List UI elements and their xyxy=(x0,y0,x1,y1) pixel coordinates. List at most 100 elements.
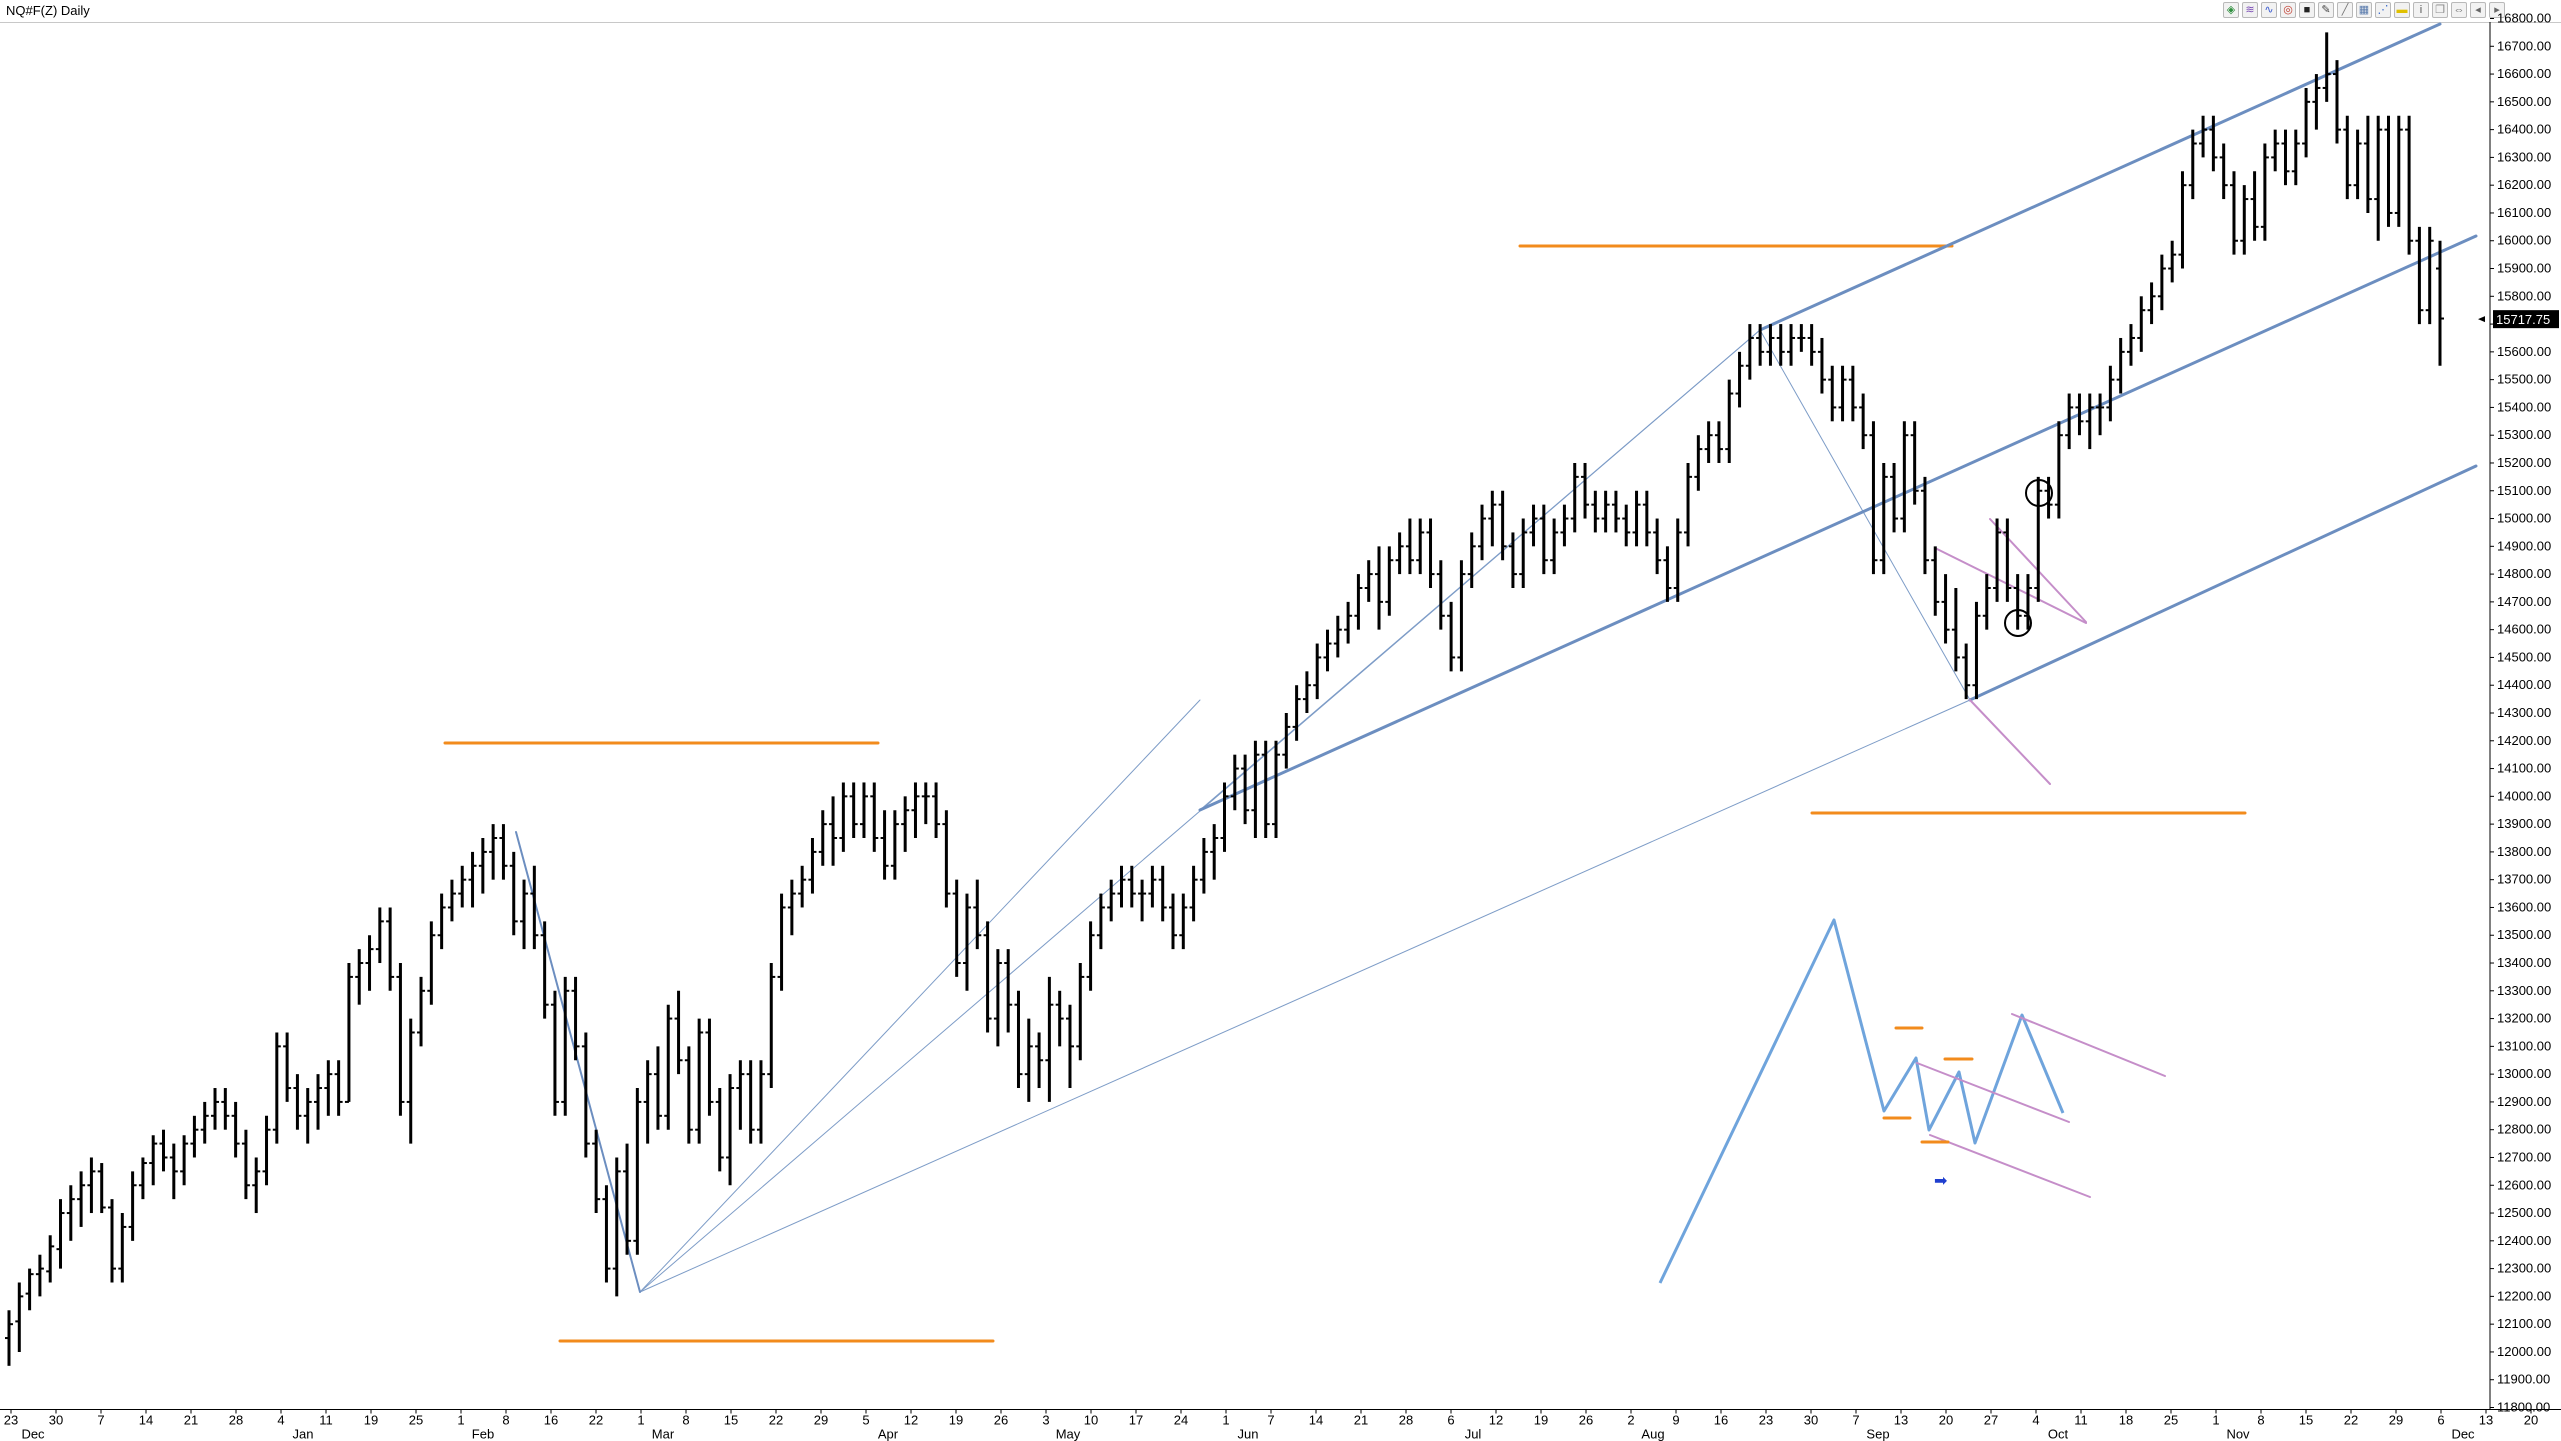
date-tick-label: 21 xyxy=(184,1413,198,1428)
month-label: Apr xyxy=(878,1427,899,1441)
date-tick-label: 11 xyxy=(2074,1413,2088,1428)
copy-icon[interactable]: ❐ xyxy=(2432,2,2448,18)
highlight-icon[interactable]: ▬ xyxy=(2394,2,2410,18)
target-icon[interactable]: ◎ xyxy=(2280,2,2296,18)
sketch-pink-line xyxy=(1929,1134,2091,1198)
date-tick-label: 19 xyxy=(949,1413,963,1428)
channel-lower-line xyxy=(1968,464,2478,702)
month-label: Aug xyxy=(1641,1427,1664,1441)
price-tick-label: 12100.00 xyxy=(2497,1316,2551,1331)
stack-icon[interactable]: ≋ xyxy=(2242,2,2258,18)
date-tick-label: 1 xyxy=(2212,1413,2219,1428)
month-label: Jun xyxy=(1238,1427,1259,1441)
line-icon[interactable]: ╱ xyxy=(2337,2,2353,18)
date-tick-label: 23 xyxy=(1759,1413,1773,1428)
price-tick-label: 15200.00 xyxy=(2497,455,2551,470)
grid-icon[interactable]: ▦ xyxy=(2356,2,2372,18)
right-icon[interactable]: ▸ xyxy=(2489,2,2505,18)
date-tick-label: 16 xyxy=(1714,1413,1728,1428)
date-tick-label: 16 xyxy=(544,1413,558,1428)
date-tick-label: 14 xyxy=(139,1413,153,1428)
date-axis[interactable]: 23 30 7 14 21 28 4 11 19 25 1 8 16 22 1 8 15 22 29 5 12 19 26 3… xyxy=(4,1409,2538,1441)
date-tick-label: 11 xyxy=(319,1413,333,1428)
date-tick-label: 14 xyxy=(1309,1413,1323,1428)
chart-toolbar: ◈ ≋ ∿ ◎ ■ ✎ ╱ ▦ ⋰ ▬ i ❐ ⇔ ◂ ▸ xyxy=(2223,2,2505,18)
date-tick-label: 19 xyxy=(364,1413,378,1428)
zigzag-icon[interactable]: ∿ xyxy=(2261,2,2277,18)
pink-flag-line xyxy=(1969,699,2051,785)
price-tick-label: 15300.00 xyxy=(2497,427,2551,442)
chart-title-bar: NQ#F(Z) Daily ◈ ≋ ∿ ◎ ■ ✎ ╱ ▦ ⋰ ▬ i ❐ ⇔ ◂ ▸ xyxy=(0,0,2561,23)
price-tick-label: 14500.00 xyxy=(2497,649,2551,664)
price-tick-label: 12800.00 xyxy=(2497,1122,2551,1137)
date-tick-label: 26 xyxy=(1579,1413,1593,1428)
price-tick-label: 14600.00 xyxy=(2497,622,2551,637)
price-tick-label: 14800.00 xyxy=(2497,566,2551,581)
left-icon[interactable]: ◂ xyxy=(2470,2,2486,18)
price-tick-label: 12300.00 xyxy=(2497,1261,2551,1276)
pencil-icon[interactable]: ✎ xyxy=(2318,2,2334,18)
date-tick-label: 19 xyxy=(1534,1413,1548,1428)
blackbox-icon[interactable]: ■ xyxy=(2299,2,2315,18)
last-price-box xyxy=(2493,310,2559,329)
date-tick-label: 22 xyxy=(769,1413,783,1428)
date-tick-label: 17 xyxy=(1129,1413,1143,1428)
info-icon[interactable]: i xyxy=(2413,2,2429,18)
date-tick-label: 10 xyxy=(1084,1413,1098,1428)
price-tick-label: 16300.00 xyxy=(2497,149,2551,164)
date-tick-label: 8 xyxy=(502,1413,509,1428)
date-tick-label: 8 xyxy=(2257,1413,2264,1428)
month-label: Jan xyxy=(293,1427,314,1441)
date-tick-label: 20 xyxy=(2524,1413,2538,1428)
month-label: Sep xyxy=(1866,1427,1889,1441)
price-tick-label: 13200.00 xyxy=(2497,1011,2551,1026)
date-tick-label: 13 xyxy=(2479,1413,2493,1428)
price-tick-label: 14200.00 xyxy=(2497,733,2551,748)
month-label: Oct xyxy=(2048,1427,2069,1441)
price-tick-label: 15400.00 xyxy=(2497,399,2551,414)
price-tick-label: 14900.00 xyxy=(2497,538,2551,553)
price-tick-label: 12400.00 xyxy=(2497,1233,2551,1248)
split-icon[interactable]: ⇔ xyxy=(2451,2,2467,18)
fan-icon[interactable]: ⋰ xyxy=(2375,2,2391,18)
price-tick-label: 11800.00 xyxy=(2497,1400,2550,1415)
date-tick-label: 6 xyxy=(2437,1413,2444,1428)
date-tick-label: 22 xyxy=(2344,1413,2358,1428)
price-tick-label: 12000.00 xyxy=(2497,1344,2551,1359)
price-tick-label: 13400.00 xyxy=(2497,955,2551,970)
date-tick-label: 1 xyxy=(457,1413,464,1428)
price-tick-label: 16600.00 xyxy=(2497,66,2551,81)
date-tick-label: 23 xyxy=(4,1413,18,1428)
date-tick-label: 29 xyxy=(2389,1413,2403,1428)
price-tick-label: 15800.00 xyxy=(2497,288,2551,303)
date-tick-label: 30 xyxy=(49,1413,63,1428)
price-tick-label: 15900.00 xyxy=(2497,261,2551,276)
cube-icon[interactable]: ◈ xyxy=(2223,2,2239,18)
sketch-pink-line xyxy=(1916,1062,2070,1123)
date-tick-label: 5 xyxy=(862,1413,869,1428)
date-tick-label: 9 xyxy=(1672,1413,1679,1428)
date-tick-label: 25 xyxy=(2164,1413,2178,1428)
price-tick-label: 15000.00 xyxy=(2497,511,2551,526)
date-tick-label: 27 xyxy=(1984,1413,1998,1428)
price-tick-label: 13600.00 xyxy=(2497,899,2551,914)
date-tick-label: 7 xyxy=(97,1413,104,1428)
date-tick-label: 20 xyxy=(1939,1413,1953,1428)
price-tick-label: 11900.00 xyxy=(2497,1372,2550,1387)
price-tick-label: 13700.00 xyxy=(2497,872,2551,887)
price-tick-label: 16400.00 xyxy=(2497,122,2551,137)
price-tick-label: 15600.00 xyxy=(2497,344,2551,359)
pattern-sketch xyxy=(1658,918,2065,1284)
price-tick-label: 13900.00 xyxy=(2497,816,2551,831)
price-tick-label: 16100.00 xyxy=(2497,205,2551,220)
chart-title: NQ#F(Z) Daily xyxy=(6,3,90,18)
date-tick-label: 21 xyxy=(1354,1413,1368,1428)
date-tick-label: 1 xyxy=(1222,1413,1229,1428)
date-tick-label: 4 xyxy=(2032,1413,2039,1428)
date-tick-label: 2 xyxy=(1627,1413,1634,1428)
price-tick-label: 12700.00 xyxy=(2497,1149,2551,1164)
price-tick-label: 12200.00 xyxy=(2497,1288,2551,1303)
price-axis[interactable]: 11800.00 11900.00 12000.00 12100.00 12200.00… xyxy=(0,11,2561,1415)
last-price-pointer-icon xyxy=(2478,316,2485,323)
